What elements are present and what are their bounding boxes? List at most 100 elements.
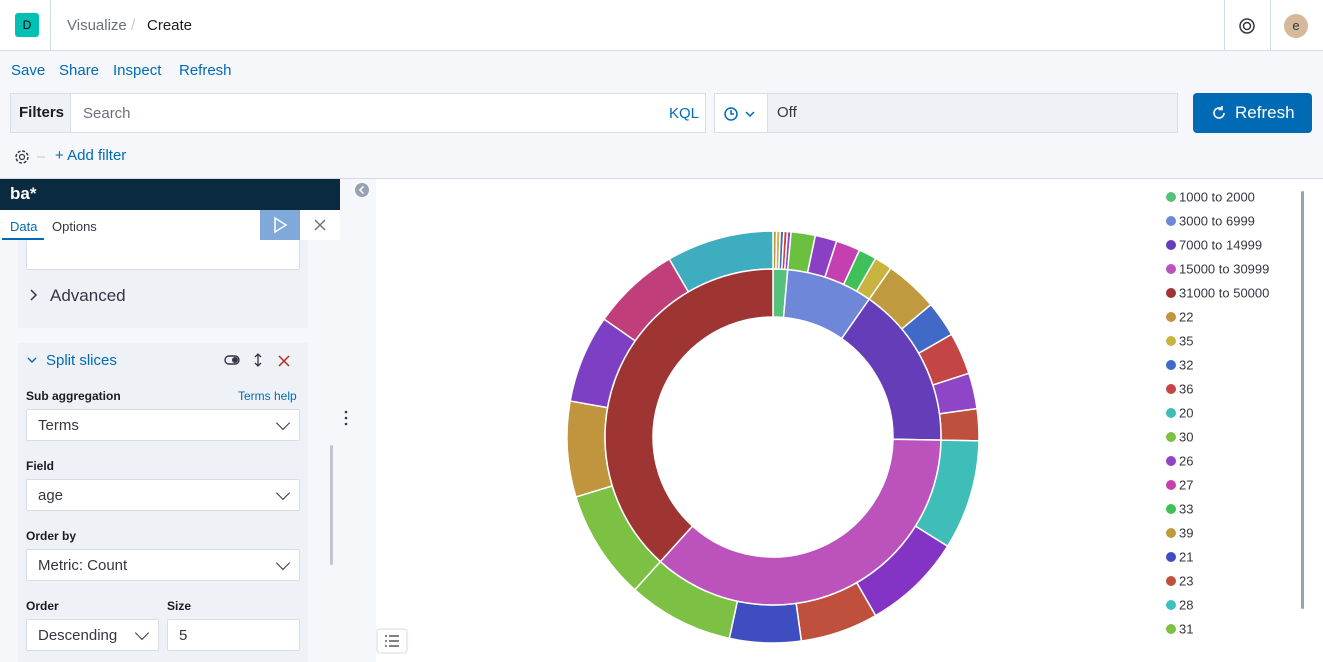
refresh-button[interactable]: Refresh — [1193, 93, 1312, 133]
legend-label: 39 — [1179, 526, 1193, 541]
help-icon[interactable] — [1238, 17, 1256, 35]
outer-slice — [938, 407, 980, 442]
inner-slice — [659, 438, 942, 606]
share-link[interactable]: Share — [59, 62, 100, 79]
legend-swatch — [1166, 384, 1176, 394]
refresh-label: Refresh — [1235, 103, 1295, 122]
legend-swatch — [1166, 576, 1176, 586]
save-link[interactable]: Save — [11, 62, 46, 79]
tab-options[interactable]: Options — [52, 219, 97, 234]
legend-scrollbar — [1301, 191, 1304, 609]
legend-label: 27 — [1179, 478, 1193, 493]
sub-aggregation-label: Sub aggregation — [26, 389, 121, 403]
clock-icon — [724, 107, 755, 121]
legend-swatch — [1166, 552, 1176, 562]
search-input[interactable]: Search KQL — [70, 93, 706, 133]
advanced-toggle[interactable]: Advanced — [50, 286, 126, 305]
refresh-link[interactable]: Refresh — [179, 62, 232, 79]
legend-swatch — [1166, 480, 1176, 490]
scrollbar — [330, 445, 333, 565]
agg-panel: Advanced — [18, 240, 308, 328]
inner-slice — [604, 268, 774, 563]
filter-settings-icon[interactable] — [13, 148, 47, 166]
legend-label: 30 — [1179, 430, 1193, 445]
legend-label: 26 — [1179, 454, 1193, 469]
legend-swatch — [1166, 216, 1176, 226]
select-value: Descending — [38, 626, 118, 644]
legend-label: 28 — [1179, 598, 1193, 613]
inspect-link[interactable]: Inspect — [113, 62, 162, 79]
select-value: age — [38, 486, 64, 504]
outer-slice — [728, 600, 803, 644]
legend-swatch — [1166, 312, 1176, 322]
apply-button[interactable] — [260, 210, 300, 240]
tab-data[interactable]: Data — [10, 219, 38, 234]
collapse-sidebar[interactable] — [354, 182, 370, 198]
legend-swatch — [1166, 288, 1176, 298]
terms-help-link[interactable]: Terms help — [238, 389, 297, 403]
breadcrumb-separator: / — [131, 17, 136, 34]
index-pattern-title: ba* — [0, 179, 340, 210]
agg-controls[interactable] — [223, 351, 303, 371]
legend-label: 32 — [1179, 358, 1193, 373]
divider — [1224, 0, 1225, 50]
legend-label: 20 — [1179, 406, 1193, 421]
filters-button[interactable]: Filters — [10, 93, 71, 133]
refresh-interval[interactable]: Off — [767, 93, 1178, 133]
input-field[interactable] — [26, 240, 300, 270]
legend-swatch — [1166, 528, 1176, 538]
divider — [1270, 0, 1271, 50]
expand-icon[interactable] — [28, 288, 40, 302]
legend-swatch — [1166, 192, 1176, 202]
legend-swatch — [1166, 432, 1176, 442]
space-logo[interactable]: D — [15, 13, 39, 37]
split-slices-title[interactable]: Split slices — [46, 352, 117, 369]
tab-underline — [2, 238, 44, 240]
resize-handle[interactable] — [340, 405, 352, 431]
legend-label: 35 — [1179, 334, 1193, 349]
list-icon — [385, 635, 399, 647]
legend-swatch — [1166, 240, 1176, 250]
chart: 1000 to 2000 3000 to 6999 7000 to 14999 150… — [376, 179, 1323, 662]
add-filter[interactable]: + Add filter — [55, 147, 127, 164]
legend-label: 21 — [1179, 550, 1193, 565]
kql-toggle[interactable]: KQL — [669, 105, 700, 122]
legend-label: 1000 to 2000 — [1179, 190, 1255, 205]
divider — [50, 0, 51, 50]
input-value: 5 — [179, 626, 188, 644]
legend-label: 31000 to 50000 — [1179, 286, 1269, 301]
refresh-icon — [1213, 106, 1225, 119]
field-select[interactable]: age — [26, 479, 300, 511]
legend-label: 7000 to 14999 — [1179, 238, 1262, 253]
breadcrumb[interactable]: Visualize — [67, 17, 127, 34]
header: D Visualize / Create e — [0, 0, 1323, 51]
legend-swatch — [1166, 264, 1176, 274]
legend-label: 3000 to 6999 — [1179, 214, 1255, 229]
legend-swatch — [1166, 408, 1176, 418]
collapse-icon[interactable] — [26, 355, 38, 365]
order-by-label: Order by — [26, 529, 77, 543]
sidebar-tabs: Data Options — [0, 210, 340, 240]
legend-swatch — [1166, 336, 1176, 346]
discard-button[interactable] — [313, 218, 327, 232]
select-value: Metric: Count — [38, 556, 128, 574]
avatar[interactable]: e — [1284, 14, 1308, 38]
legend-label: 36 — [1179, 382, 1193, 397]
legend-swatch — [1166, 360, 1176, 370]
size-input[interactable]: 5 — [167, 619, 300, 651]
order-select[interactable]: Descending — [26, 619, 159, 651]
legend-label: 15000 to 30999 — [1179, 262, 1269, 277]
time-quick-menu[interactable] — [714, 93, 768, 133]
order-by-select[interactable]: Metric: Count — [26, 549, 300, 581]
legend-label: 22 — [1179, 310, 1193, 325]
legend-label: 31 — [1179, 622, 1193, 637]
legend-swatch — [1166, 600, 1176, 610]
select-value: Terms — [38, 416, 79, 434]
sub-aggregation-select[interactable]: Terms — [26, 409, 300, 441]
legend-swatch — [1166, 504, 1176, 514]
split-slices-panel: Split slices Sub aggregation Terms help … — [18, 343, 308, 662]
breadcrumb: Create — [147, 17, 193, 34]
field-label: Field — [26, 459, 55, 473]
